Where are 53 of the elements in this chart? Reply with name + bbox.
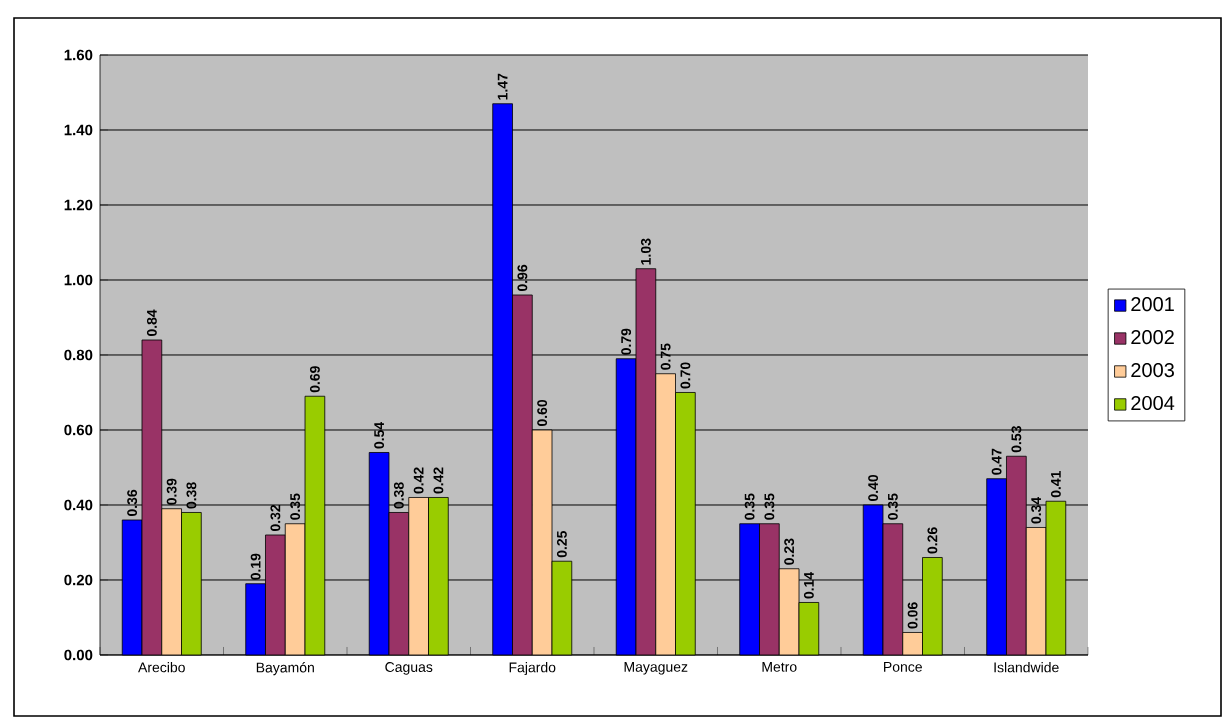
y-tick-label: 0.40 <box>64 499 93 511</box>
x-tick-label: Islandwide <box>994 662 1059 673</box>
data-label: 0.96 <box>517 264 528 292</box>
data-label: 0.23 <box>784 538 795 565</box>
legend-label: 2003 <box>1131 362 1174 378</box>
data-label: 0.84 <box>146 309 157 337</box>
x-tick-label: Fajardo <box>509 662 556 676</box>
x-tick-label: Bayamón <box>256 662 314 676</box>
data-label: 1.03 <box>640 238 651 265</box>
y-tick-label: 1.40 <box>64 124 93 136</box>
data-label: 0.42 <box>433 467 444 494</box>
data-label: 0.39 <box>166 478 177 505</box>
data-label: 0.14 <box>803 571 814 599</box>
data-label: 0.38 <box>393 482 404 509</box>
x-tick-label: Arecibo <box>138 662 185 673</box>
data-label: 0.70 <box>680 362 691 389</box>
x-tick-label: Mayaguez <box>624 662 688 675</box>
data-label: 0.54 <box>374 421 385 449</box>
data-label: 0.75 <box>660 343 671 370</box>
data-label: 0.34 <box>1031 496 1042 524</box>
legend-label: 2004 <box>1131 395 1175 411</box>
data-label: 0.47 <box>991 448 1002 475</box>
data-label: 0.35 <box>744 493 755 520</box>
y-tick-label: 0.60 <box>64 424 93 436</box>
data-label: 0.19 <box>250 553 261 580</box>
x-tick-label: Ponce <box>884 662 922 672</box>
data-label: 0.36 <box>127 489 138 517</box>
y-tick-label: 0.00 <box>64 649 93 661</box>
y-tick-label: 0.80 <box>64 349 93 361</box>
y-tick-label: 0.20 <box>64 574 93 586</box>
data-label: 0.32 <box>270 504 281 532</box>
data-label: 0.40 <box>868 474 879 502</box>
x-tick-label: Metro <box>762 662 797 672</box>
data-label: 0.35 <box>887 493 898 520</box>
data-label: 1.47 <box>497 73 508 100</box>
y-tick-label: 1.60 <box>64 49 93 61</box>
data-label: 0.79 <box>621 328 632 355</box>
data-label: 0.06 <box>907 602 918 629</box>
y-tick-label: 1.00 <box>64 274 93 286</box>
data-label: 0.60 <box>537 399 548 427</box>
data-label: 0.41 <box>1050 470 1061 498</box>
data-label: 0.35 <box>290 493 301 520</box>
data-label: 0.26 <box>927 527 938 554</box>
legend-label: 2002 <box>1131 330 1174 345</box>
data-label: 0.38 <box>186 482 197 509</box>
legend-label: 2001 <box>1131 297 1174 312</box>
data-label: 0.42 <box>413 467 424 494</box>
data-label: 0.35 <box>764 493 775 520</box>
data-label: 0.25 <box>556 530 567 558</box>
y-tick-label: 1.20 <box>64 199 93 211</box>
data-label: 0.53 <box>1011 426 1022 453</box>
x-tick-label: Caguas <box>385 662 433 675</box>
data-label: 0.69 <box>309 366 320 393</box>
